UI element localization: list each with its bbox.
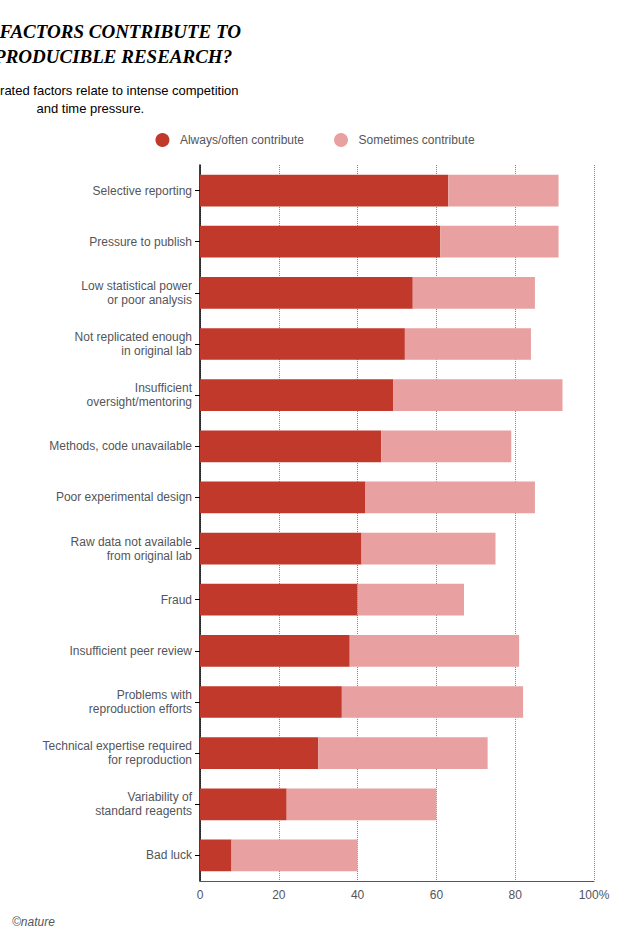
svg-text:reproduction efforts: reproduction efforts bbox=[89, 702, 192, 716]
svg-text:oversight/mentoring: oversight/mentoring bbox=[87, 395, 192, 409]
svg-text:Low statistical power: Low statistical power bbox=[81, 279, 192, 293]
svg-text:Fraud: Fraud bbox=[161, 593, 192, 607]
svg-text:standard reagents: standard reagents bbox=[95, 804, 192, 818]
svg-text:Insufficient peer review: Insufficient peer review bbox=[69, 644, 192, 658]
svg-text:40: 40 bbox=[351, 888, 365, 902]
svg-text:60: 60 bbox=[430, 888, 444, 902]
svg-text:Pressure to publish: Pressure to publish bbox=[89, 235, 192, 249]
svg-text:Problems with: Problems with bbox=[117, 688, 192, 702]
svg-text:Insufficient: Insufficient bbox=[135, 381, 193, 395]
svg-text:and time pressure.: and time pressure. bbox=[37, 101, 145, 116]
svg-text:or poor analysis: or poor analysis bbox=[107, 293, 192, 307]
svg-text:WHAT FACTORS CONTRIBUTE TO: WHAT FACTORS CONTRIBUTE TO bbox=[0, 21, 241, 42]
svg-text:Raw data not available: Raw data not available bbox=[71, 535, 193, 549]
svg-text:Always/often contribute: Always/often contribute bbox=[180, 133, 304, 147]
svg-text:Selective reporting: Selective reporting bbox=[93, 184, 192, 198]
svg-text:80: 80 bbox=[509, 888, 523, 902]
svg-text:100%: 100% bbox=[579, 888, 610, 902]
svg-text:0: 0 bbox=[197, 888, 204, 902]
svg-text:Technical expertise required: Technical expertise required bbox=[43, 739, 192, 753]
svg-text:Not replicated enough: Not replicated enough bbox=[75, 330, 192, 344]
svg-text:Poor experimental design: Poor experimental design bbox=[56, 490, 192, 504]
svg-text:©nature: ©nature bbox=[12, 915, 55, 929]
svg-text:Bad luck: Bad luck bbox=[146, 848, 193, 862]
svg-text:from original lab: from original lab bbox=[107, 549, 193, 563]
svg-text:20: 20 bbox=[272, 888, 286, 902]
svg-text:Methods, code unavailable: Methods, code unavailable bbox=[49, 439, 192, 453]
svg-text:Variability of: Variability of bbox=[128, 790, 193, 804]
svg-text:IRREPRODUCIBLE RESEARCH?: IRREPRODUCIBLE RESEARCH? bbox=[0, 46, 232, 67]
svg-text:in original lab: in original lab bbox=[121, 344, 192, 358]
svg-text:Many top-rated factors relate: Many top-rated factors relate to intense… bbox=[0, 83, 239, 98]
svg-text:Sometimes contribute: Sometimes contribute bbox=[359, 133, 475, 147]
svg-text:for reproduction: for reproduction bbox=[108, 753, 192, 767]
